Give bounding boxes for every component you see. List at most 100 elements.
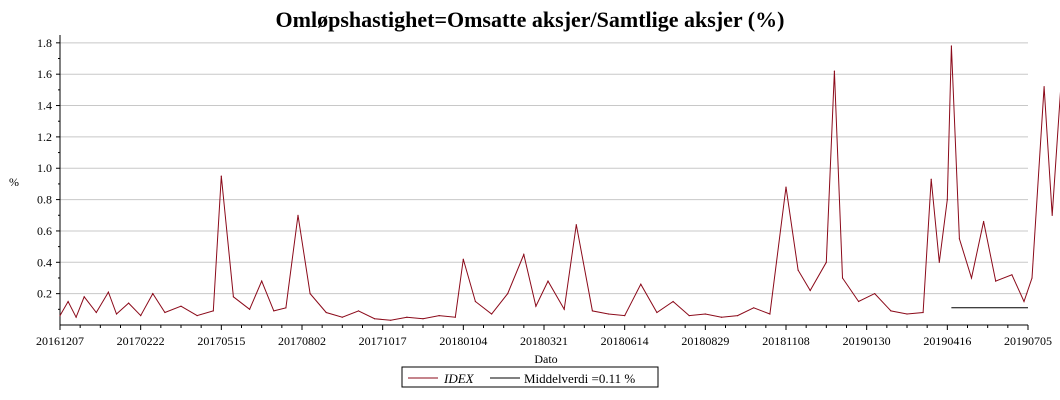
data-point	[930, 178, 932, 180]
data-point	[212, 310, 214, 312]
x-tick-label: 20161207	[36, 334, 84, 348]
data-point	[374, 318, 376, 320]
data-point	[737, 315, 739, 317]
data-point	[390, 319, 392, 321]
chart-title: Omløpshastighet=Omsatte aksjer/Samtlige …	[276, 7, 785, 32]
x-tick-label: 20180321	[520, 334, 568, 348]
x-tick-label: 20190705	[1004, 334, 1052, 348]
data-point	[563, 308, 565, 310]
data-point	[1051, 214, 1053, 216]
data-point	[547, 280, 549, 282]
x-axis-label: Dato	[534, 352, 557, 366]
x-tick-label: 20180829	[681, 334, 729, 348]
data-point	[128, 302, 130, 304]
data-point	[1023, 300, 1025, 303]
legend-box	[401, 366, 659, 388]
data-point	[591, 310, 594, 312]
data-point	[656, 311, 658, 314]
data-point	[83, 296, 85, 298]
data-point	[946, 199, 948, 201]
data-point	[491, 313, 493, 315]
data-point	[115, 313, 118, 315]
data-point	[640, 283, 642, 285]
data-point	[922, 311, 924, 314]
data-point	[809, 289, 811, 292]
data-point	[874, 293, 876, 295]
data-point	[438, 315, 440, 317]
data-point	[704, 313, 706, 315]
data-point	[107, 291, 109, 293]
data-point	[152, 293, 154, 295]
data-point	[180, 305, 182, 307]
data-point	[507, 293, 509, 295]
data-point	[75, 316, 77, 318]
legend-label-idex: IDEX	[443, 371, 475, 386]
y-tick-label: 1.4	[37, 99, 52, 113]
data-point	[575, 224, 577, 226]
data-point	[958, 238, 961, 240]
data-point	[220, 175, 222, 177]
x-axis-ticks: 20161207 20170222 20170515 20170802 20171017…	[36, 325, 1052, 348]
data-point	[970, 277, 973, 279]
data-point	[624, 315, 626, 317]
series-line-idex	[59, 45, 1060, 321]
data-point	[1043, 86, 1045, 88]
data-point	[273, 310, 275, 312]
data-point	[890, 310, 892, 312]
legend-label-mean: Middelverdi =0.11 %	[524, 371, 635, 386]
data-point	[474, 300, 476, 303]
data-point	[523, 253, 525, 256]
data-point	[309, 293, 311, 295]
data-point	[341, 316, 343, 318]
data-point	[454, 316, 456, 318]
series-layer	[59, 45, 1060, 321]
data-point	[164, 311, 166, 314]
data-point	[140, 315, 142, 317]
data-point	[261, 280, 263, 282]
x-tick-label: 20170515	[197, 334, 245, 348]
data-point	[672, 300, 674, 303]
data-point	[950, 45, 953, 47]
data-point	[797, 269, 799, 271]
y-tick-label: 0.6	[37, 224, 52, 238]
data-point	[297, 214, 299, 216]
data-point	[232, 296, 234, 298]
data-point	[906, 313, 908, 315]
x-tick-label: 20180614	[601, 334, 649, 348]
x-tick-label: 20181108	[762, 334, 810, 348]
data-point	[753, 307, 755, 309]
data-point	[406, 316, 408, 318]
data-point	[785, 186, 787, 188]
data-point	[607, 313, 610, 315]
data-point	[535, 305, 537, 307]
y-axis-ticks: 0.2 0.4 0.6 0.8 1.0 1.2 1.4 1.6 1.8	[37, 36, 60, 310]
data-point	[357, 310, 360, 312]
x-tick-label: 20170222	[117, 334, 165, 348]
x-tick-label: 20190416	[923, 334, 971, 348]
data-point	[720, 316, 723, 318]
data-point	[833, 70, 836, 72]
x-tick-label: 20170802	[278, 334, 326, 348]
data-point	[983, 220, 985, 223]
data-point	[59, 315, 61, 317]
x-tick-label: 20171017	[359, 334, 407, 348]
data-point	[249, 308, 251, 310]
data-point	[462, 258, 464, 260]
data-point	[1011, 274, 1013, 276]
data-point	[1031, 277, 1033, 279]
y-tick-label: 1.0	[37, 161, 52, 175]
data-point	[325, 311, 327, 314]
y-tick-label: 1.8	[37, 36, 52, 50]
legend: IDEX Middelverdi =0.11 %	[401, 366, 659, 388]
grid-lines	[60, 42, 1028, 295]
x-tick-label: 20180104	[439, 334, 487, 348]
y-tick-label: 0.8	[37, 193, 52, 207]
data-point	[67, 300, 69, 303]
y-axis-label: %	[9, 175, 19, 189]
data-point	[938, 261, 940, 263]
y-tick-label: 1.6	[37, 67, 52, 81]
y-tick-label: 0.4	[37, 255, 52, 269]
data-point	[196, 315, 198, 317]
data-point	[825, 261, 827, 263]
